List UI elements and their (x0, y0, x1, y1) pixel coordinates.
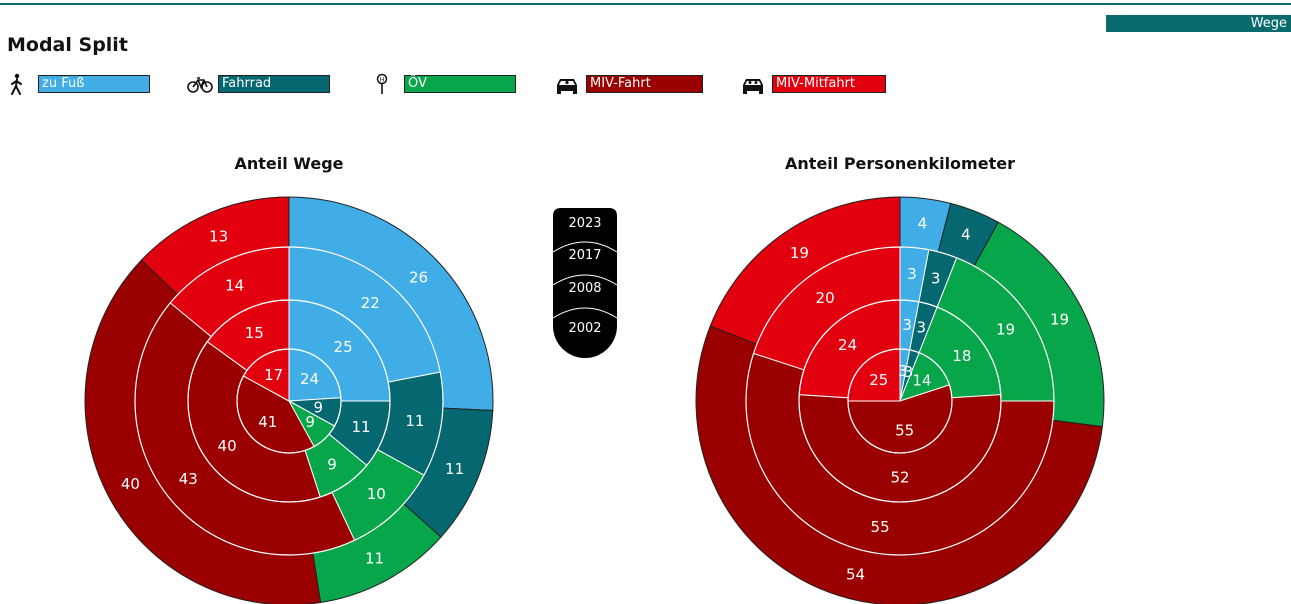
segment-label-2008-rad: 3 (917, 319, 927, 337)
segment-label-2002-fuss: 3 (898, 362, 908, 380)
year-option-2002[interactable]: 2002 (568, 321, 601, 336)
segment-label-2002-fuss: 24 (300, 370, 319, 388)
ring-separator (847, 348, 953, 454)
legend-label-rad: Fahrrad (218, 75, 330, 93)
segment-label-2008-mivf: 52 (890, 469, 909, 487)
segment-label-2008-mivf: 40 (218, 437, 237, 455)
segment-label-2002-rad: 9 (314, 399, 324, 417)
segment-label-2023-mivm: 13 (209, 227, 228, 245)
segment-label-2023-rad: 4 (961, 226, 971, 244)
segment-label-2008-oev: 18 (952, 347, 971, 365)
segment-label-2023-rad: 11 (445, 460, 464, 478)
car-driver-icon (557, 79, 577, 94)
segment-label-2017-rad: 3 (931, 270, 941, 288)
ring-separator (187, 299, 391, 503)
legend-label-mivf: MIV-Fahrt (586, 75, 703, 93)
segment-label-2008-mivm: 15 (245, 324, 264, 342)
segment-label-2002-mivm: 17 (264, 366, 283, 384)
bus-stop-icon: H (376, 73, 388, 94)
year-option-2008[interactable]: 2008 (568, 281, 601, 296)
ring-separator (745, 246, 1055, 556)
segment-label-2023-oev: 19 (1050, 311, 1069, 329)
ring-separator (236, 348, 342, 454)
segment-label-2008-oev: 9 (327, 455, 337, 473)
segment-label-2002-mivf: 55 (895, 422, 914, 440)
segment-label-2023-oev: 11 (365, 549, 384, 567)
year-separator (552, 241, 618, 253)
segment-label-2008-mivm: 24 (838, 336, 857, 354)
segment-label-2002-oev: 9 (305, 413, 315, 431)
segment-label-2017-mivm: 14 (225, 277, 244, 295)
segment-label-2023-mivm: 19 (790, 244, 809, 262)
top-rule (0, 3, 1291, 5)
segment-label-2023-fuss: 4 (918, 214, 928, 232)
segment-label-2017-mivf: 55 (871, 518, 890, 536)
segment-label-2017-rad: 11 (405, 412, 424, 430)
car-passenger-icon (743, 79, 763, 94)
segment-label-2017-mivf: 43 (179, 470, 198, 488)
ring-separator (134, 246, 444, 556)
ring-separator (798, 299, 1002, 503)
segment-label-2002-mivf: 41 (258, 413, 277, 431)
segment-label-2008-rad: 11 (351, 418, 370, 436)
year-option-2023[interactable]: 2023 (568, 216, 601, 231)
year-option-2017[interactable]: 2017 (568, 248, 601, 263)
chart-title-pkm: Anteil Personenkilometer (785, 154, 1015, 173)
segment-label-2023-mivf: 40 (121, 475, 140, 493)
segment-label-2002-oev: 14 (912, 372, 931, 390)
segment-label-2023-fuss: 26 (409, 268, 428, 286)
year-selector-background (553, 208, 617, 358)
segment-label-2017-fuss: 22 (361, 294, 380, 312)
segment-label-2023-mivf: 54 (846, 565, 865, 583)
wege-badge: Wege (1106, 15, 1291, 32)
bicycle-icon (187, 77, 213, 93)
svg-text:H: H (380, 77, 385, 84)
segment-label-2017-fuss: 3 (907, 265, 917, 283)
legend-label-oev: ÖV (404, 75, 516, 93)
segment-label-2008-fuss: 3 (902, 316, 912, 334)
segment-label-2002-rad: 3 (904, 363, 914, 381)
legend-label-mivm: MIV-Mitfahrt (772, 75, 886, 93)
segment-label-2008-fuss: 25 (334, 338, 353, 356)
segment-label-2017-oev: 19 (996, 320, 1015, 338)
segment-label-2017-mivm: 20 (816, 289, 835, 307)
year-separator (552, 274, 618, 286)
page-title: Modal Split (7, 34, 128, 56)
chart-title-wege: Anteil Wege (234, 154, 343, 173)
legend-label-fuss: zu Fuß (38, 75, 150, 93)
legend: zu Fuß Fahrrad H ÖV MIV-Fahrt (0, 72, 1291, 98)
year-separator (552, 307, 618, 319)
pedestrian-icon (11, 73, 22, 95)
segment-label-2002-mivm: 25 (869, 371, 888, 389)
year-selector[interactable]: 2023 2017 2008 2002 (552, 208, 618, 358)
segment-label-2017-oev: 10 (367, 485, 386, 503)
